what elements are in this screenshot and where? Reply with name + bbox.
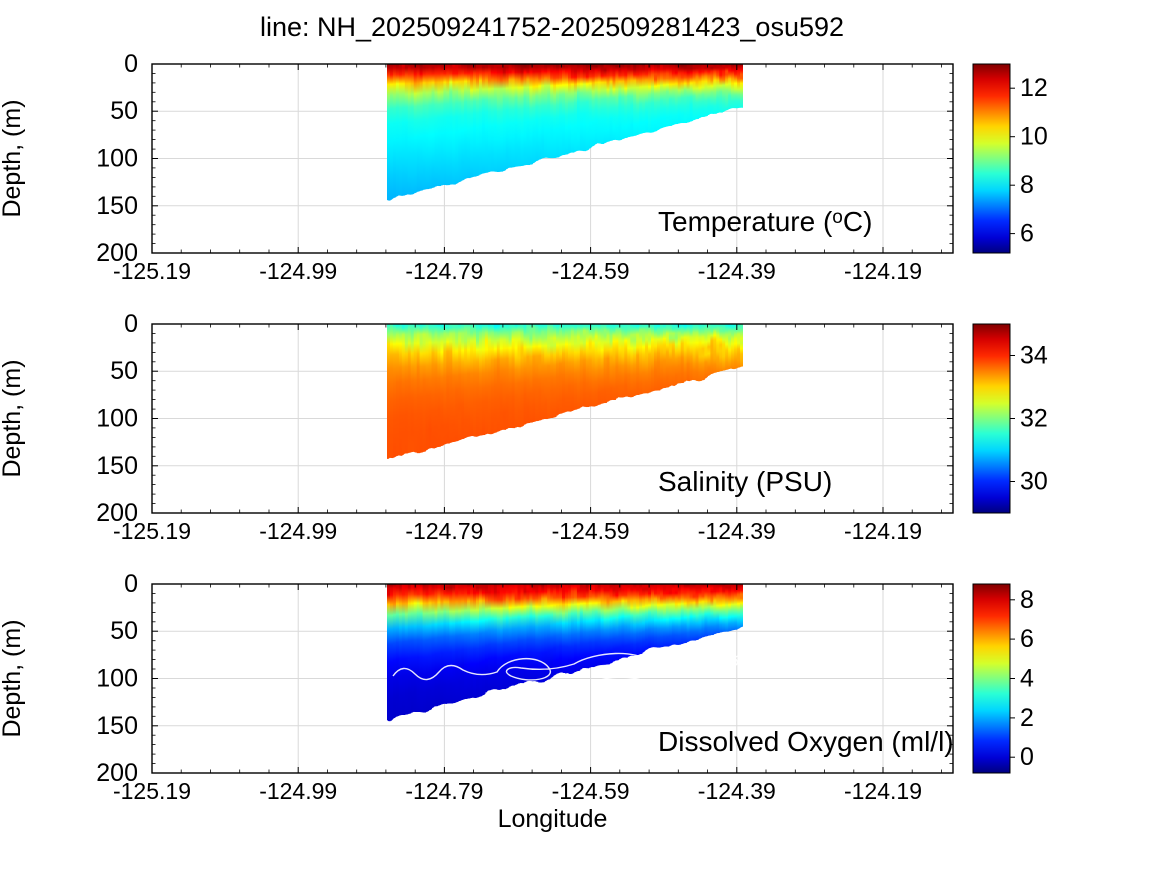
svg-text:-124.99: -124.99	[259, 778, 337, 804]
svg-text:150: 150	[96, 712, 138, 740]
svg-text:-124.19: -124.19	[844, 258, 922, 284]
svg-text:50: 50	[110, 357, 138, 385]
svg-text:100: 100	[96, 405, 138, 433]
svg-text:4: 4	[1020, 665, 1034, 693]
svg-text:-124.19: -124.19	[844, 518, 922, 544]
svg-text:0: 0	[124, 310, 138, 338]
svg-text:32: 32	[1020, 405, 1048, 433]
svg-text:-124.59: -124.59	[552, 778, 630, 804]
svg-text:10: 10	[1020, 123, 1048, 151]
svg-text:-125.19: -125.19	[113, 778, 191, 804]
svg-text:100: 100	[96, 145, 138, 173]
svg-text:-124.39: -124.39	[698, 778, 776, 804]
svg-text:-124.19: -124.19	[844, 778, 922, 804]
svg-text:Depth, (m): Depth, (m)	[0, 359, 26, 477]
svg-text:-124.79: -124.79	[405, 258, 483, 284]
svg-text:0: 0	[124, 50, 138, 78]
svg-text:30: 30	[1020, 468, 1048, 496]
svg-text:Dissolved Oxygen (ml/l): Dissolved Oxygen (ml/l)	[658, 726, 954, 757]
svg-text:Salinity (PSU): Salinity (PSU)	[658, 466, 832, 497]
svg-text:50: 50	[110, 617, 138, 645]
svg-text:8: 8	[1020, 171, 1034, 199]
svg-text:8: 8	[1020, 586, 1034, 614]
svg-text:Temperature (oC): Temperature (oC)	[658, 206, 872, 237]
svg-text:-125.19: -125.19	[113, 518, 191, 544]
svg-text:12: 12	[1020, 74, 1048, 102]
svg-text:150: 150	[96, 452, 138, 480]
svg-text:150: 150	[96, 192, 138, 220]
svg-text:-124.39: -124.39	[698, 518, 776, 544]
svg-text:0: 0	[124, 570, 138, 598]
svg-text:0: 0	[1020, 743, 1034, 771]
svg-text:-124.79: -124.79	[405, 518, 483, 544]
svg-text:-125.19: -125.19	[113, 258, 191, 284]
svg-text:-124.79: -124.79	[405, 778, 483, 804]
svg-text:-124.59: -124.59	[552, 518, 630, 544]
svg-text:line: NH_202509241752-20250928: line: NH_202509241752-202509281423_osu59…	[260, 12, 844, 42]
svg-text:-124.59: -124.59	[552, 258, 630, 284]
svg-text:-124.99: -124.99	[259, 258, 337, 284]
svg-text:100: 100	[96, 665, 138, 693]
svg-text:Depth, (m): Depth, (m)	[0, 619, 26, 737]
svg-text:-124.39: -124.39	[698, 258, 776, 284]
svg-text:34: 34	[1020, 342, 1048, 370]
svg-text:-124.99: -124.99	[259, 518, 337, 544]
svg-text:6: 6	[1020, 220, 1034, 248]
svg-text:Longitude: Longitude	[498, 805, 608, 833]
svg-text:50: 50	[110, 97, 138, 125]
svg-text:2: 2	[1020, 704, 1034, 732]
svg-text:Depth, (m): Depth, (m)	[0, 99, 26, 217]
svg-text:6: 6	[1020, 625, 1034, 653]
